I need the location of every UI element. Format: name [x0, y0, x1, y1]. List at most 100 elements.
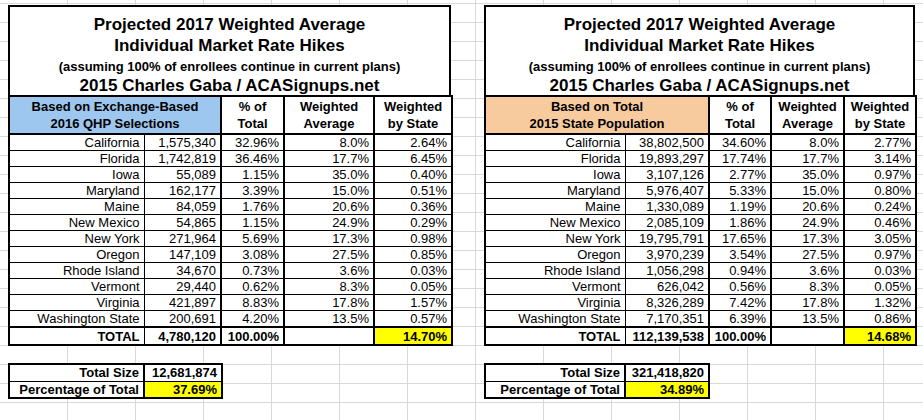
weighted-by-state-cell[interactable]: 2.64% [374, 134, 452, 151]
weighted-average-cell[interactable]: 35.0% [771, 167, 844, 183]
weighted-by-state-cell[interactable]: 3.05% [844, 231, 916, 247]
weighted-by-state-cell[interactable]: 0.85% [374, 247, 452, 263]
weighted-by-state-cell[interactable]: 0.97% [844, 167, 916, 183]
count-cell[interactable]: 19,795,791 [625, 231, 709, 247]
pct-of-total-cell[interactable]: 1.15% [221, 215, 284, 231]
weighted-by-state-cell[interactable]: 1.57% [374, 295, 452, 311]
weighted-average-cell[interactable]: 27.5% [284, 247, 374, 263]
col-header-weighted-by-state[interactable]: Weighted by State [374, 96, 452, 134]
pct-of-total-cell[interactable]: 3.08% [221, 247, 284, 263]
weighted-by-state-cell[interactable]: 0.57% [374, 311, 452, 328]
total-size-label-cell[interactable]: Total Size [485, 364, 625, 381]
title-cell-exchange[interactable]: Projected 2017 Weighted Average Individu… [8, 5, 451, 97]
total-size-label-cell[interactable]: Total Size [9, 364, 144, 381]
pct-of-total-cell[interactable]: 8.83% [221, 295, 284, 311]
weighted-average-cell[interactable]: 35.0% [284, 167, 374, 183]
total-weighted-avg-cell[interactable] [771, 327, 844, 345]
state-name-cell[interactable]: New Mexico [9, 215, 144, 231]
state-name-cell[interactable]: California [485, 134, 625, 151]
weighted-by-state-cell[interactable]: 0.29% [374, 215, 452, 231]
state-name-cell[interactable]: Maine [485, 199, 625, 215]
state-name-cell[interactable]: New York [9, 231, 144, 247]
count-cell[interactable]: 55,089 [144, 167, 221, 183]
state-name-cell[interactable]: Iowa [9, 167, 144, 183]
count-cell[interactable]: 8,326,289 [625, 295, 709, 311]
pct-of-total-cell[interactable]: 0.56% [709, 279, 771, 295]
pct-of-total-cell[interactable]: 1.19% [709, 199, 771, 215]
state-name-cell[interactable]: California [9, 134, 144, 151]
pct-of-total-cell[interactable]: 0.62% [221, 279, 284, 295]
pct-of-total-cell[interactable]: 4.20% [221, 311, 284, 328]
weighted-by-state-cell[interactable]: 2.77% [844, 134, 916, 151]
count-cell[interactable]: 271,964 [144, 231, 221, 247]
count-cell[interactable]: 38,802,500 [625, 134, 709, 151]
weighted-average-cell[interactable]: 8.3% [771, 279, 844, 295]
weighted-by-state-cell[interactable]: 0.24% [844, 199, 916, 215]
count-cell[interactable]: 162,177 [144, 183, 221, 199]
pct-of-total-cell[interactable]: 17.65% [709, 231, 771, 247]
pct-of-total-cell[interactable]: 32.96% [221, 134, 284, 151]
state-name-cell[interactable]: Florida [9, 151, 144, 167]
state-name-cell[interactable]: Maine [9, 199, 144, 215]
weighted-by-state-cell[interactable]: 0.98% [374, 231, 452, 247]
weighted-average-cell[interactable]: 8.0% [771, 134, 844, 151]
total-weighted-by-state-cell[interactable]: 14.68% [844, 327, 916, 345]
pct-of-total-label-cell[interactable]: Percentage of Total [485, 381, 625, 398]
state-name-cell[interactable]: New York [485, 231, 625, 247]
pct-of-total-cell[interactable]: 2.77% [709, 167, 771, 183]
weighted-by-state-cell[interactable]: 0.51% [374, 183, 452, 199]
state-name-cell[interactable]: Washington State [9, 311, 144, 328]
state-name-cell[interactable]: Virginia [485, 295, 625, 311]
weighted-average-cell[interactable]: 27.5% [771, 247, 844, 263]
pct-of-total-cell[interactable]: 1.86% [709, 215, 771, 231]
pct-of-total-cell[interactable]: 5.33% [709, 183, 771, 199]
count-cell[interactable]: 1,742,819 [144, 151, 221, 167]
weighted-average-cell[interactable]: 13.5% [771, 311, 844, 328]
total-value-cell[interactable]: 4,780,120 [144, 327, 221, 345]
total-weighted-by-state-cell[interactable]: 14.70% [374, 327, 452, 345]
col-header-pct-of-total[interactable]: % of Total [709, 96, 771, 134]
weighted-by-state-cell[interactable]: 0.05% [374, 279, 452, 295]
total-label-cell[interactable]: TOTAL [485, 327, 625, 345]
weighted-average-cell[interactable]: 20.6% [284, 199, 374, 215]
state-name-cell[interactable]: Rhode Island [9, 263, 144, 279]
count-cell[interactable]: 7,170,351 [625, 311, 709, 328]
state-name-cell[interactable]: Maryland [485, 183, 625, 199]
weighted-average-cell[interactable]: 17.3% [284, 231, 374, 247]
total-value-cell[interactable]: 112,139,538 [625, 327, 709, 345]
weighted-average-cell[interactable]: 24.9% [771, 215, 844, 231]
group-header-exchange[interactable]: Based on Exchange-Based 2016 QHP Selecti… [9, 96, 221, 134]
count-cell[interactable]: 200,691 [144, 311, 221, 328]
pct-of-total-cell[interactable]: 17.74% [709, 151, 771, 167]
count-cell[interactable]: 84,059 [144, 199, 221, 215]
weighted-average-cell[interactable]: 20.6% [771, 199, 844, 215]
state-name-cell[interactable]: Oregon [485, 247, 625, 263]
weighted-by-state-cell[interactable]: 0.80% [844, 183, 916, 199]
title-cell-population[interactable]: Projected 2017 Weighted Average Individu… [484, 5, 915, 97]
weighted-by-state-cell[interactable]: 0.03% [844, 263, 916, 279]
weighted-by-state-cell[interactable]: 0.97% [844, 247, 916, 263]
group-header-population[interactable]: Based on Total 2015 State Population [485, 96, 709, 134]
total-pct-cell[interactable]: 100.00% [221, 327, 284, 345]
weighted-by-state-cell[interactable]: 0.40% [374, 167, 452, 183]
weighted-average-cell[interactable]: 17.8% [284, 295, 374, 311]
weighted-average-cell[interactable]: 15.0% [771, 183, 844, 199]
total-size-value-cell[interactable]: 321,418,820 [625, 364, 709, 381]
pct-of-total-cell[interactable]: 34.60% [709, 134, 771, 151]
weighted-average-cell[interactable]: 24.9% [284, 215, 374, 231]
weighted-average-cell[interactable]: 3.6% [771, 263, 844, 279]
pct-of-total-cell[interactable]: 0.73% [221, 263, 284, 279]
pct-of-total-cell[interactable]: 1.15% [221, 167, 284, 183]
weighted-average-cell[interactable]: 8.3% [284, 279, 374, 295]
count-cell[interactable]: 147,109 [144, 247, 221, 263]
weighted-average-cell[interactable]: 17.3% [771, 231, 844, 247]
weighted-average-cell[interactable]: 17.7% [284, 151, 374, 167]
pct-of-total-cell[interactable]: 36.46% [221, 151, 284, 167]
count-cell[interactable]: 29,440 [144, 279, 221, 295]
weighted-average-cell[interactable]: 13.5% [284, 311, 374, 328]
pct-of-total-cell[interactable]: 3.39% [221, 183, 284, 199]
pct-of-total-cell[interactable]: 5.69% [221, 231, 284, 247]
weighted-average-cell[interactable]: 17.8% [771, 295, 844, 311]
pct-of-total-cell[interactable]: 6.39% [709, 311, 771, 328]
count-cell[interactable]: 2,085,109 [625, 215, 709, 231]
